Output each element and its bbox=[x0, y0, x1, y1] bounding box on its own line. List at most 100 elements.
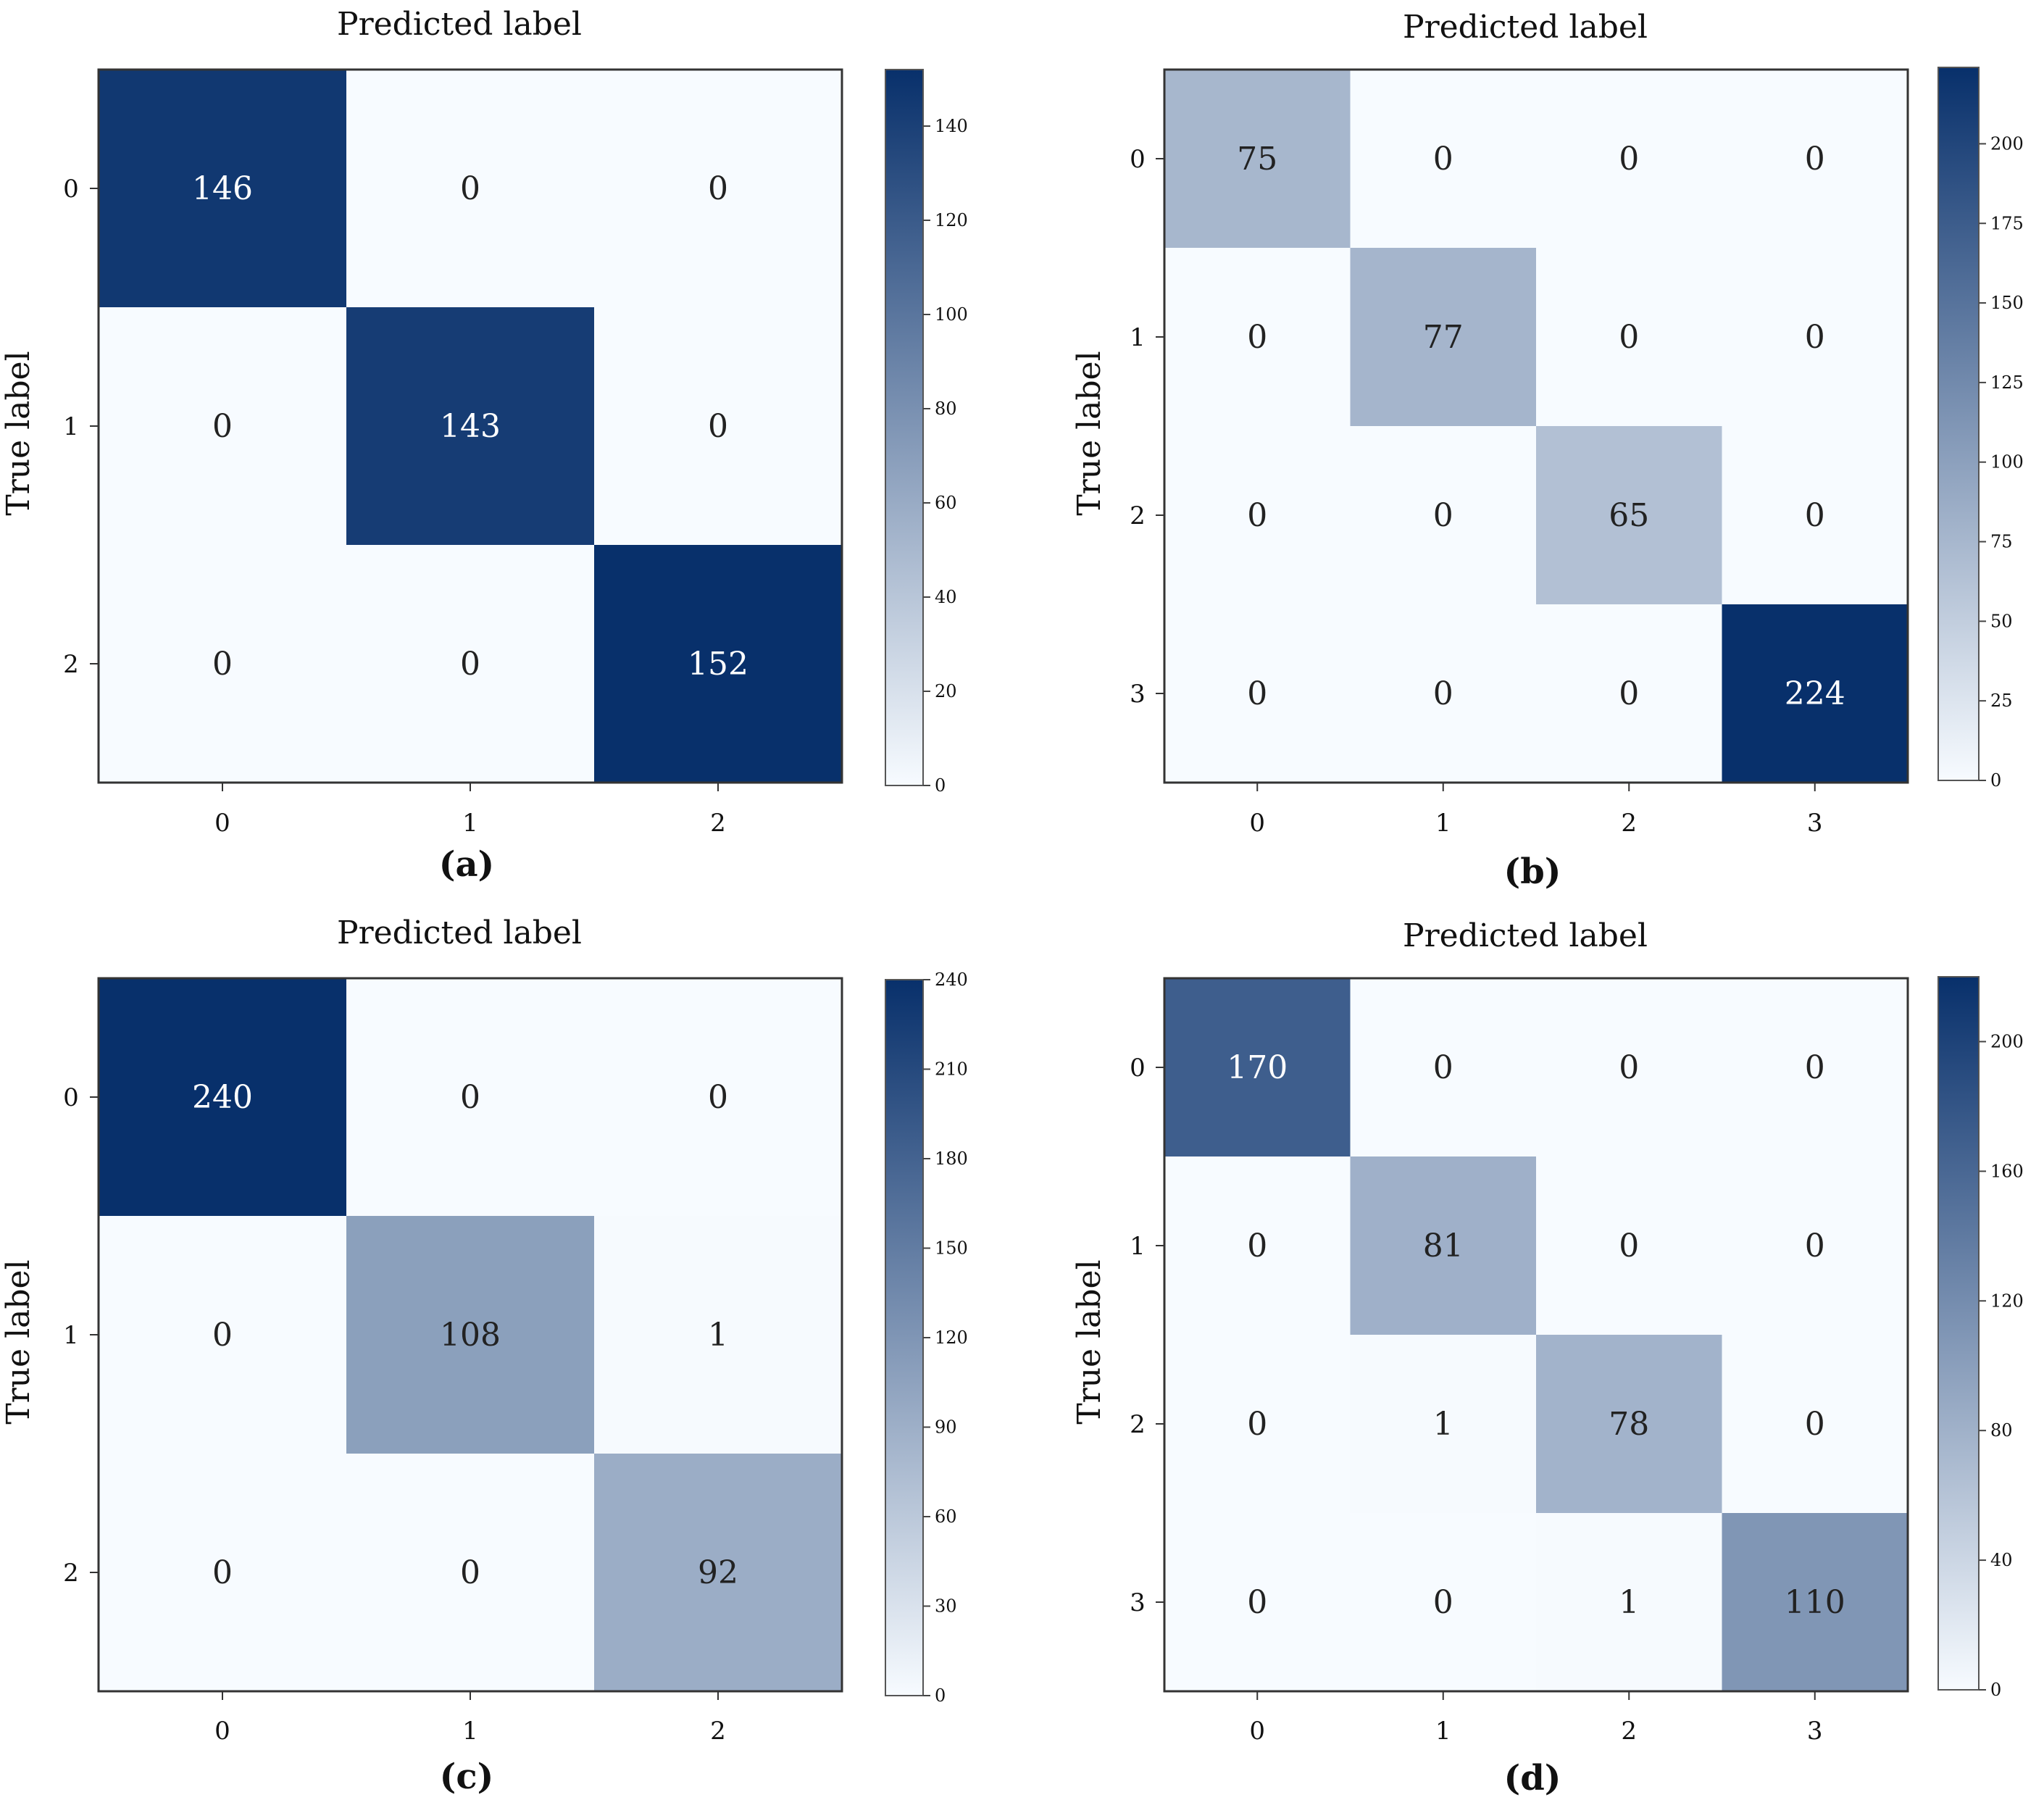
matrix-cell bbox=[1164, 1335, 1351, 1514]
cell-value-label: 0 bbox=[1433, 1584, 1453, 1621]
cell-value-label: 152 bbox=[688, 646, 748, 683]
colorbar-tick-label: 60 bbox=[935, 1506, 957, 1527]
y-tick-label: 2 bbox=[63, 1559, 79, 1588]
y-tick-label: 2 bbox=[63, 650, 79, 679]
matrix-cell bbox=[1164, 426, 1351, 605]
matrix-cell bbox=[1722, 70, 1909, 249]
colorbar-tick-label: 100 bbox=[1990, 452, 2024, 472]
x-tick-label: 1 bbox=[1435, 809, 1451, 838]
cell-value-label: 0 bbox=[1247, 1584, 1267, 1621]
cell-value-label: 65 bbox=[1609, 497, 1649, 534]
cell-value-label: 143 bbox=[440, 408, 501, 445]
matrix-cell bbox=[1722, 1513, 1909, 1692]
matrix-cell bbox=[1536, 978, 1722, 1157]
y-axis-title: True label bbox=[0, 351, 37, 515]
y-axis-title: True label bbox=[1071, 1259, 1108, 1424]
cell-value-label: 1 bbox=[1619, 1584, 1639, 1621]
matrix-cell bbox=[346, 978, 595, 1217]
cell-value-label: 0 bbox=[1433, 141, 1453, 178]
matrix-cell bbox=[99, 545, 347, 783]
colorbar-tick-label: 180 bbox=[935, 1149, 968, 1169]
colorbar-tick-label: 0 bbox=[935, 1685, 946, 1706]
x-tick-label: 0 bbox=[214, 809, 230, 838]
matrix-cell bbox=[1536, 426, 1722, 605]
colorbar-tick-label: 0 bbox=[1990, 770, 2001, 791]
cell-value-label: 0 bbox=[1619, 675, 1639, 712]
colorbar-tick-label: 210 bbox=[935, 1059, 968, 1080]
colorbar bbox=[885, 979, 924, 1696]
x-tick-label: 2 bbox=[1621, 1717, 1637, 1746]
colorbar-tick-label: 240 bbox=[935, 970, 968, 990]
cell-value-label: 0 bbox=[1433, 675, 1453, 712]
cell-value-label: 78 bbox=[1609, 1406, 1649, 1443]
colorbar-tick-label: 175 bbox=[1990, 213, 2024, 233]
cell-value-label: 224 bbox=[1785, 675, 1845, 712]
cell-value-label: 146 bbox=[192, 170, 253, 207]
cell-value-label: 0 bbox=[460, 646, 480, 683]
axes-frame bbox=[1163, 68, 1909, 784]
panel-b: 75 0 0 0 0 77 0 0 0 0 65 0 0 0 0 224 0 1 2 3 0 1 2 3 Predicted l… bbox=[1071, 9, 2024, 892]
y-tick-label: 2 bbox=[1130, 501, 1146, 530]
matrix-cell bbox=[1536, 248, 1722, 427]
matrix-cell bbox=[346, 1216, 595, 1454]
cell-value-label: 1 bbox=[1433, 1406, 1453, 1443]
cell-value-label: 110 bbox=[1785, 1584, 1845, 1621]
colorbar bbox=[885, 69, 924, 786]
cell-value-label: 81 bbox=[1423, 1228, 1464, 1264]
x-tick-label: 0 bbox=[214, 1717, 230, 1746]
matrix-cell bbox=[99, 70, 347, 308]
x-tick-label: 2 bbox=[1621, 809, 1637, 838]
colorbar-tick-label: 75 bbox=[1990, 532, 2013, 552]
colorbar-tick-label: 0 bbox=[935, 775, 946, 796]
matrix-cell bbox=[1164, 1513, 1351, 1692]
cell-value-label: 0 bbox=[1247, 675, 1267, 712]
matrix-cell bbox=[1722, 604, 1909, 783]
cell-value-label: 0 bbox=[1619, 141, 1639, 178]
y-tick-label: 0 bbox=[1130, 145, 1146, 174]
cell-value-label: 0 bbox=[212, 1554, 233, 1591]
cell-value-label: 0 bbox=[1805, 497, 1825, 534]
y-tick-label: 3 bbox=[1130, 680, 1146, 709]
colorbar-tick-label: 120 bbox=[935, 1328, 968, 1348]
cell-value-label: 0 bbox=[708, 408, 728, 445]
x-tick-label: 3 bbox=[1807, 809, 1823, 838]
cell-value-label: 0 bbox=[1805, 141, 1825, 178]
colorbar-tick-label: 120 bbox=[1990, 1291, 2024, 1311]
x-tick-label: 0 bbox=[1249, 809, 1265, 838]
matrix-cell bbox=[594, 1216, 843, 1454]
matrix-cell bbox=[346, 70, 595, 308]
matrix-cell bbox=[594, 307, 843, 546]
matrix-cell bbox=[99, 307, 347, 546]
matrix-cell bbox=[1722, 426, 1909, 605]
panel-caption: (a) bbox=[439, 844, 495, 885]
matrix-cell bbox=[1164, 248, 1351, 427]
matrix-cell bbox=[1722, 1335, 1909, 1514]
matrix-cell bbox=[594, 978, 843, 1217]
matrix-cell bbox=[346, 307, 595, 546]
matrix-cell bbox=[1164, 978, 1351, 1157]
matrix-cell bbox=[1722, 978, 1909, 1157]
y-tick-label: 1 bbox=[63, 1321, 79, 1350]
colorbar-tick-label: 40 bbox=[935, 587, 957, 607]
matrix-cell bbox=[1164, 70, 1351, 249]
colorbar-tick-label: 50 bbox=[1990, 611, 2013, 631]
cell-value-label: 0 bbox=[1247, 319, 1267, 356]
cell-value-label: 0 bbox=[1805, 1228, 1825, 1264]
x-tick-label: 1 bbox=[462, 809, 478, 838]
y-tick-label: 0 bbox=[63, 1083, 79, 1112]
matrix-cell bbox=[1536, 604, 1722, 783]
matrix-cell bbox=[99, 1216, 347, 1454]
colorbar-tick-label: 90 bbox=[935, 1417, 957, 1438]
cell-value-label: 170 bbox=[1227, 1049, 1288, 1086]
colorbar-tick-label: 40 bbox=[1990, 1550, 2013, 1570]
matrix-cell bbox=[1350, 978, 1537, 1157]
x-axis-title: Predicted label bbox=[337, 914, 582, 951]
x-tick-label: 0 bbox=[1249, 1717, 1265, 1746]
cell-value-label: 0 bbox=[1619, 1228, 1639, 1264]
cell-value-label: 77 bbox=[1423, 319, 1464, 356]
matrix-cell bbox=[1350, 426, 1537, 605]
x-axis-title: Predicted label bbox=[1403, 917, 1648, 954]
